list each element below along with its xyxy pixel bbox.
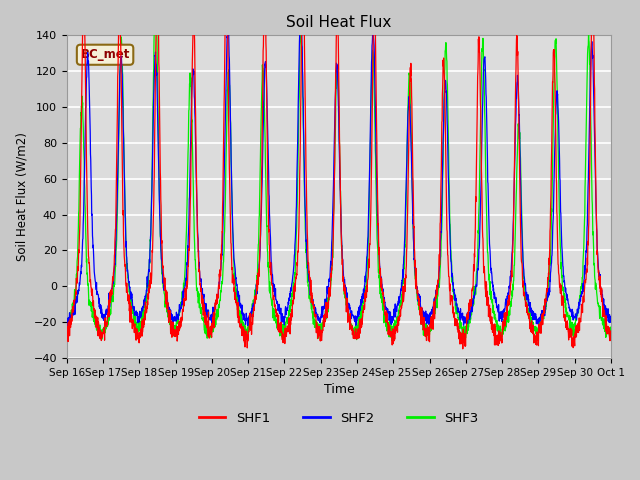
Line: SHF2: SHF2 [67,16,611,327]
SHF2 [298,13,305,19]
Legend: SHF1, SHF2, SHF3: SHF1, SHF2, SHF3 [194,407,484,430]
SHF2 [497,313,505,319]
SHF3 [355,327,363,333]
SHF1 [355,333,362,339]
Y-axis label: Soil Heat Flux (W/m2): Soil Heat Flux (W/m2) [15,132,28,261]
SHF3 [497,332,505,338]
SHF1 [607,330,615,336]
Line: SHF3: SHF3 [67,0,611,341]
Title: Soil Heat Flux: Soil Heat Flux [286,15,392,30]
X-axis label: Time: Time [323,383,355,396]
SHF1 [367,221,374,227]
SHF2 [63,319,70,325]
SHF1 [497,333,505,339]
SHF1 [459,346,467,352]
SHF2 [575,303,582,309]
Line: SHF1: SHF1 [67,0,611,349]
SHF2 [559,272,567,277]
SHF1 [559,298,567,304]
SHF2 [367,104,374,109]
SHF3 [607,324,615,330]
SHF3 [215,303,223,309]
SHF1 [63,324,70,330]
SHF3 [280,338,287,344]
SHF1 [575,330,582,336]
SHF3 [63,318,70,324]
SHF2 [64,324,72,330]
SHF2 [215,283,223,288]
SHF3 [575,310,582,315]
SHF1 [214,282,222,288]
SHF3 [367,116,374,122]
Text: BC_met: BC_met [81,48,130,61]
SHF3 [559,284,567,290]
SHF2 [607,319,615,324]
SHF2 [355,304,363,310]
